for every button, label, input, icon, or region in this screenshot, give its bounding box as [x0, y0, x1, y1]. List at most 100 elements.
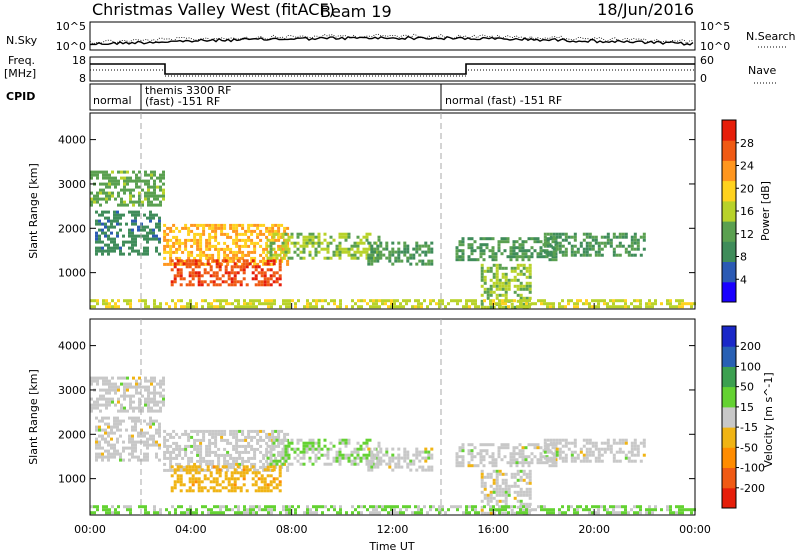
power-colorbar: 4 8 12 16 20 24 28: [721, 119, 754, 303]
nsky-tick-bottom: 10^0: [56, 40, 86, 53]
nsky-tick-top: 10^5: [56, 20, 86, 33]
power-ylabel: Slant Range [km]: [27, 163, 40, 259]
power-colorbar-swatch: [722, 281, 736, 303]
nsearch-tick-bottom: 10^0: [700, 40, 730, 53]
power-heatmap: [90, 170, 696, 309]
velocity-region-1: [95, 416, 161, 462]
velocity-colorbar-tick: -200: [740, 482, 765, 495]
power-colorbar-swatch: [722, 140, 736, 161]
velocity-ytick-label: 3000: [58, 384, 86, 397]
power-colorbar-swatch: [722, 200, 736, 222]
velocity-region-9: [90, 505, 696, 515]
velocity-region-0: [90, 376, 165, 413]
nsearch-tick-top: 10^5: [700, 20, 730, 33]
velocity-colorbar-swatch: [722, 406, 736, 428]
velocity-xtick-label: 20:00: [578, 523, 610, 536]
velocity-ylabel: Slant Range [km]: [27, 369, 40, 465]
velocity-colorbar-tick: 100: [740, 360, 761, 373]
velocity-ytick-label: 4000: [58, 340, 86, 353]
station-title: Christmas Valley West (fitACF): [92, 0, 335, 19]
velocity-ytick-label: 1000: [58, 473, 86, 486]
power-colorbar-swatch: [722, 160, 736, 182]
velocity-xtick-label: 08:00: [276, 523, 308, 536]
cpid-segment-themis: themis 3300 RF: [145, 84, 232, 97]
velocity-heatmap: [90, 376, 696, 515]
velocity-colorbar-tick: 50: [740, 381, 754, 394]
power-colorbar-swatch: [722, 241, 736, 262]
power-panel: 1000 2000 3000 4000 Slant Range [km] 4 8 12 16…: [27, 112, 772, 310]
freq-tick-top: 18: [72, 54, 86, 67]
freq-label-line2: [MHz]: [4, 67, 36, 80]
velocity-colorbar-label: Velocity [m s^-1]: [762, 372, 775, 467]
velocity-colorbar-swatch: [722, 487, 736, 509]
power-region-7: [543, 232, 646, 257]
freq-label-line1: Freq.: [8, 54, 35, 67]
nave-label: Nave: [748, 64, 776, 77]
cpid-panel: CPID normal themis 3300 RF (fast) -151 R…: [6, 83, 696, 111]
power-colorbar-label: Power [dB]: [759, 181, 772, 241]
power-colorbar-tick: 12: [740, 228, 754, 241]
velocity-colorbar-swatch: [722, 366, 736, 388]
velocity-region-6: [455, 443, 558, 468]
velocity-colorbar: -200 -100 -50 -15 15 50 100 200: [721, 325, 765, 509]
freq-panel: Freq. [MHz] 18 8 Nave 60 0: [4, 54, 776, 85]
velocity-region-7: [543, 438, 646, 463]
power-region-1: [95, 210, 161, 256]
beam-title: Beam 19: [320, 2, 392, 21]
power-region-5: [367, 241, 434, 266]
power-colorbar-tick: 24: [740, 160, 754, 173]
velocity-colorbar-swatch: [722, 427, 736, 448]
power-colorbar-tick: 8: [740, 251, 747, 264]
power-colorbar-swatch: [722, 261, 736, 283]
power-ytick-label: 3000: [58, 178, 86, 191]
power-colorbar-swatch: [722, 221, 736, 242]
date-title: 18/Jun/2016: [597, 0, 694, 19]
velocity-colorbar-tick: 15: [740, 401, 754, 414]
velocity-region-3: [170, 465, 282, 493]
cpid-label: CPID: [6, 90, 35, 103]
velocity-region-8: [480, 469, 532, 515]
power-region-3: [170, 259, 282, 287]
nsky-label: N.Sky: [6, 34, 38, 47]
nsky-series: [89, 35, 694, 46]
velocity-colorbar-tick: -15: [740, 421, 758, 434]
power-colorbar-tick: 16: [740, 205, 754, 218]
power-colorbar-tick: 28: [740, 137, 754, 150]
velocity-xtick-label: 00:00: [74, 523, 106, 536]
nave-tick-bottom: 0: [700, 72, 707, 85]
velocity-xtick-label: 16:00: [477, 523, 509, 536]
velocity-colorbar-swatch: [722, 467, 736, 489]
nave-tick-top: 60: [700, 54, 714, 67]
cpid-segment-fast: (fast) -151 RF: [145, 95, 220, 108]
power-ytick-label: 1000: [58, 267, 86, 280]
nave-series: [90, 69, 695, 77]
velocity-colorbar-tick: 200: [740, 340, 761, 353]
velocity-colorbar-swatch: [722, 386, 736, 408]
velocity-region-5: [367, 447, 434, 472]
velocity-colorbar-tick: -50: [740, 441, 758, 454]
power-colorbar-swatch: [722, 180, 736, 202]
velocity-colorbar-tick: -100: [740, 462, 765, 475]
power-ytick-label: 4000: [58, 134, 86, 147]
velocity-xtick-label: 04:00: [175, 523, 207, 536]
velocity-xtick-label: 12:00: [377, 523, 409, 536]
power-region-0: [90, 170, 165, 207]
nsearch-label: N.Search: [746, 30, 796, 43]
velocity-colorbar-swatch: [722, 326, 736, 347]
power-region-9: [90, 299, 696, 309]
velocity-ytick-label: 2000: [58, 428, 86, 441]
velocity-panel: 1000 2000 3000 4000 Slant Range [km] 00:00 0…: [27, 303, 775, 553]
power-ytick-label: 2000: [58, 222, 86, 235]
velocity-colorbar-swatch: [722, 346, 736, 367]
power-region-6: [455, 237, 558, 262]
velocity-xlabel: Time UT: [368, 540, 414, 553]
power-colorbar-swatch: [722, 120, 736, 141]
power-colorbar-tick: 4: [740, 273, 747, 286]
velocity-xtick-label: 00:00: [679, 523, 711, 536]
cpid-segment-normal-fast: normal (fast) -151 RF: [445, 94, 562, 107]
cpid-segment-normal: normal: [93, 94, 132, 107]
freq-tick-bottom: 8: [79, 72, 86, 85]
velocity-colorbar-swatch: [722, 447, 736, 468]
nsky-panel: N.Sky 10^5 10^0 N.Search 10^5 10^0: [6, 20, 796, 53]
